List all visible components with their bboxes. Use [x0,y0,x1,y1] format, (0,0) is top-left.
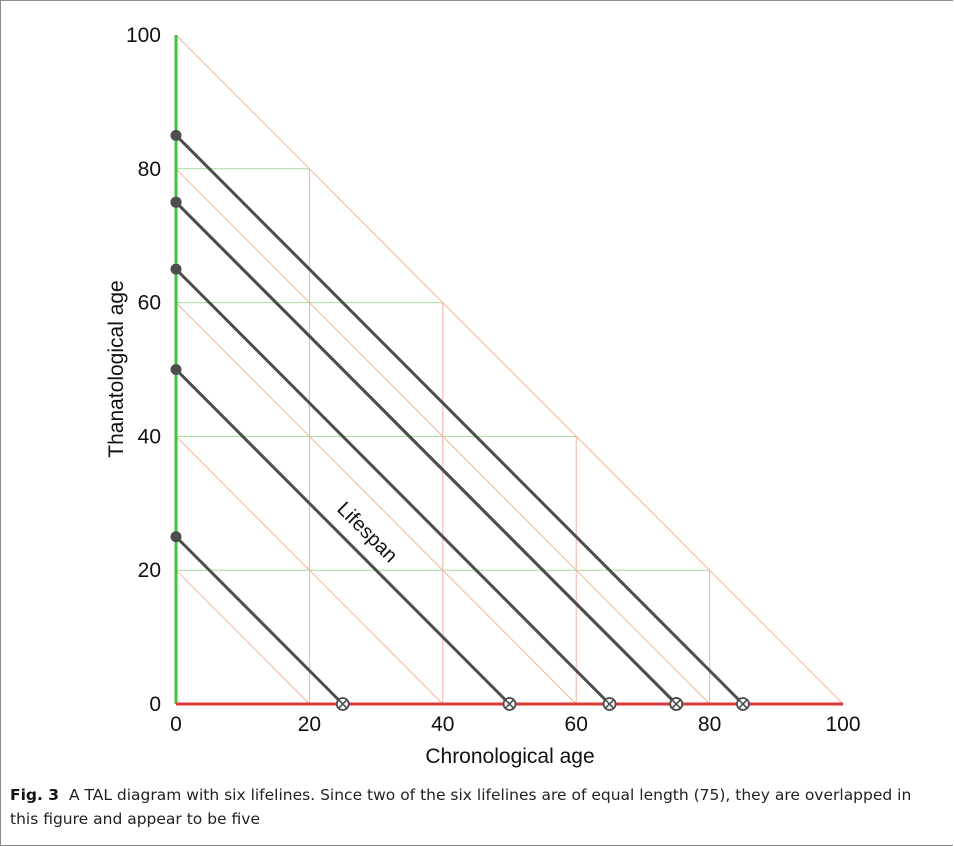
lifelines [170,129,750,711]
y-tick-label: 100 [126,24,161,47]
x-tick-label: 60 [565,713,588,736]
lifeline [174,268,611,706]
diagonal-guide [175,436,444,705]
x-tick-label: 20 [298,713,321,736]
y-tick-label: 0 [149,693,161,716]
diagonal-guide [175,302,577,705]
lifeline-start-dot [170,196,182,208]
y-tick-labels: 0 20 40 60 80 100 [126,24,161,716]
y-tick-label: 60 [138,292,161,315]
lifeline [174,201,678,706]
y-tick-label: 80 [138,158,161,181]
x-tick-label: 0 [170,713,182,736]
lifeline-start-dot [170,364,182,375]
diagonal-guide [175,34,844,705]
x-tick-label: 100 [825,713,860,736]
lifeline [174,535,344,706]
x-tick-label: 40 [431,713,454,736]
diagonal-guides [175,34,844,705]
diagonal-guide [175,168,710,705]
x-axis-label: Chronological age [425,745,594,768]
tal-diagram: 0 20 40 60 80 100 0 20 40 60 80 100 Chronological … [105,24,861,768]
lifeline-start-dot [170,129,182,141]
lifeline [174,368,511,706]
lifeline [174,134,745,706]
y-axis-label: Thanatological age [105,280,128,457]
lifeline-end-cross [604,699,615,709]
lifeline-start-dot [170,531,182,543]
lifeline-end-cross [738,699,748,709]
lifeline-end-cross [337,699,348,709]
caption-label: Fig. 3 [10,786,60,804]
x-tick-labels: 0 20 40 60 80 100 [170,713,860,736]
figure-caption: Fig. 3 A TAL diagram with six lifelines.… [10,783,930,831]
y-tick-label: 20 [138,559,161,582]
caption-text: A TAL diagram with six lifelines. Since … [10,786,912,828]
lifeline-start-dot [170,263,182,275]
x-tick-label: 80 [698,713,721,736]
lifespan-annotation: Lifespan [332,498,401,567]
lifeline-end-cross [504,699,515,709]
diagonal-guide [175,569,310,705]
lifeline-end-cross [671,699,682,709]
y-tick-label: 40 [138,425,161,448]
